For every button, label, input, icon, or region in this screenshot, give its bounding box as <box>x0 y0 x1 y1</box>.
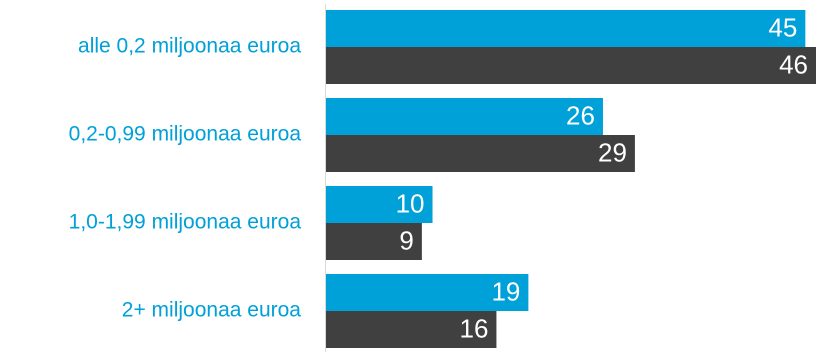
category-label: 2+ miljoonaa euroa <box>122 299 302 322</box>
category-labels-group: alle 0,2 miljoonaa euroa 0,2-0,99 miljoon… <box>69 35 302 322</box>
bar-series-2 <box>326 223 422 260</box>
bar-series-1 <box>326 274 529 311</box>
bar-series-2 <box>326 311 497 348</box>
data-label: 19 <box>491 276 520 306</box>
data-label: 9 <box>399 225 413 255</box>
data-label: 46 <box>779 49 808 79</box>
data-label: 29 <box>598 137 627 167</box>
bar-series-2 <box>326 47 816 84</box>
data-label: 16 <box>460 313 489 343</box>
bar-series-2 <box>326 135 635 172</box>
bar-series-1 <box>326 10 806 47</box>
category-label: 1,0-1,99 miljoonaa euroa <box>69 211 302 234</box>
data-label: 26 <box>566 100 595 130</box>
category-label: 0,2-0,99 miljoonaa euroa <box>69 123 302 146</box>
bar-series-1 <box>326 186 433 223</box>
data-label: 10 <box>396 188 425 218</box>
data-label: 45 <box>768 12 797 42</box>
category-label: alle 0,2 miljoonaa euroa <box>78 35 301 58</box>
bar-series-1 <box>326 98 603 135</box>
